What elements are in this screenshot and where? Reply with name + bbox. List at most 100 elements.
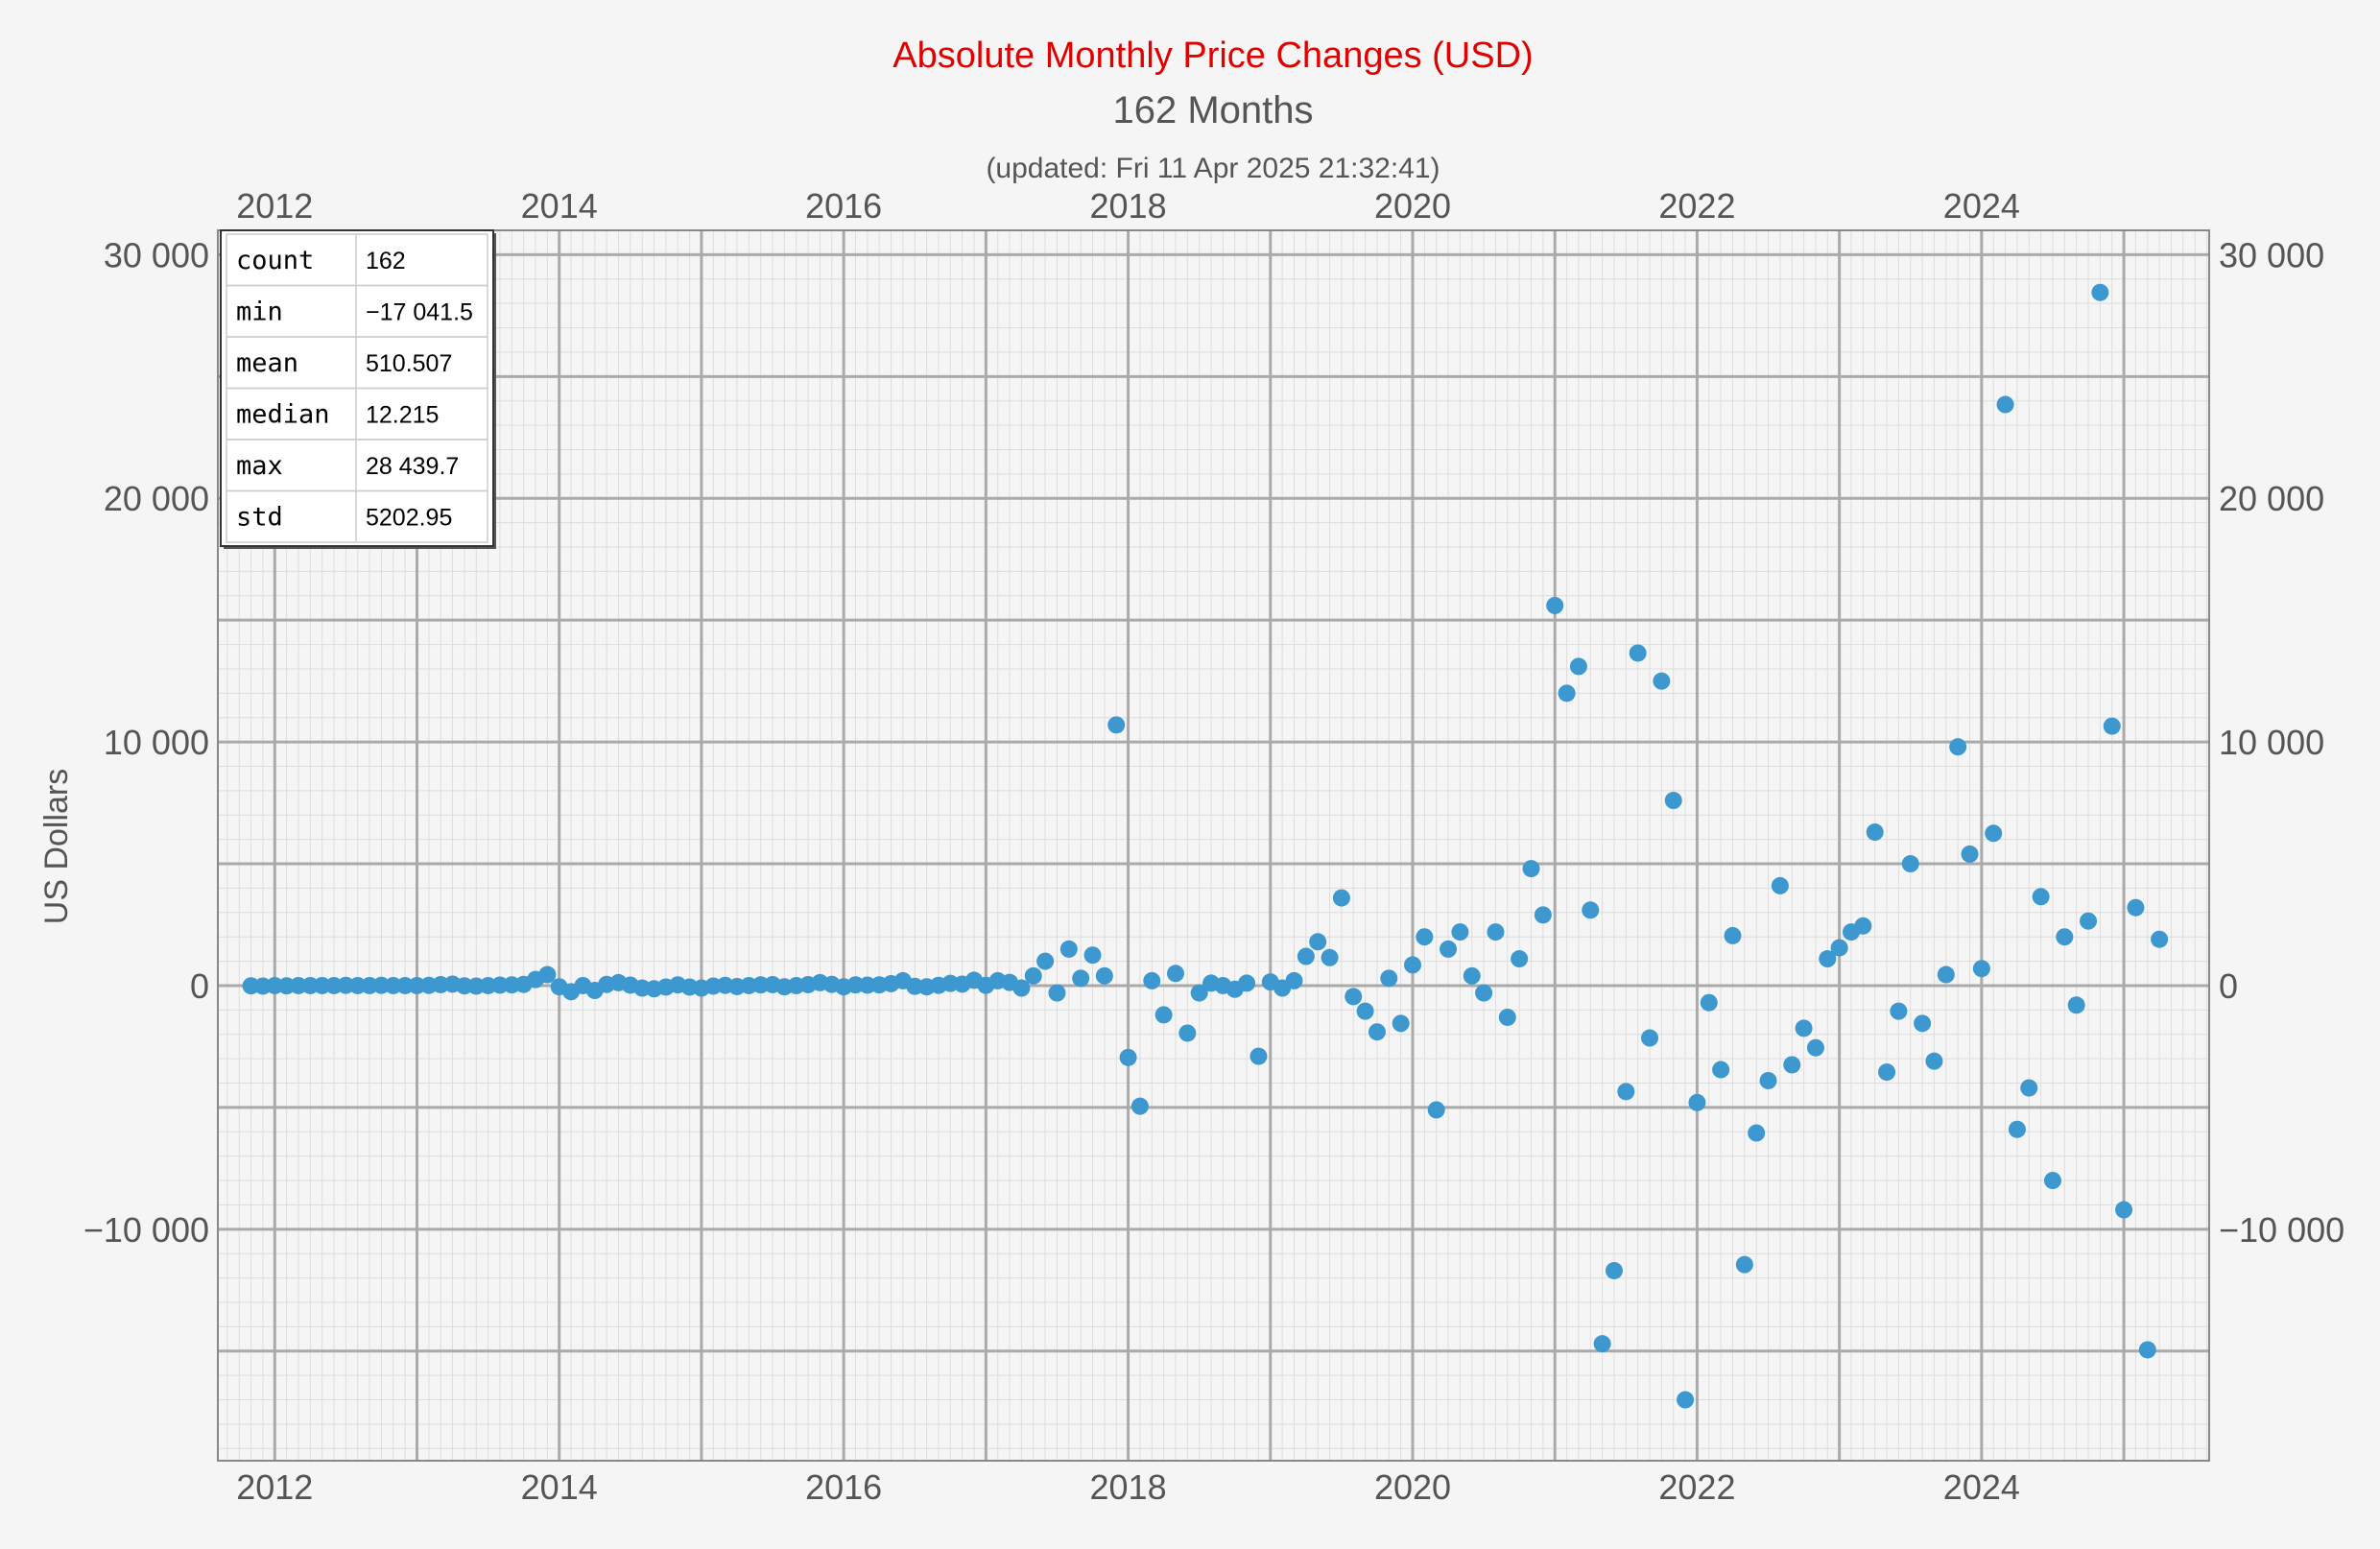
data-point	[2067, 996, 2085, 1014]
data-point	[2103, 717, 2121, 735]
data-point	[1569, 657, 1587, 676]
data-point	[1688, 1093, 1706, 1111]
data-point	[1321, 948, 1339, 966]
data-point	[1072, 969, 1090, 988]
stats-table: count 162 min −17 041.5 mean 510.507 median 12.…	[220, 229, 496, 549]
x-tick-label-bottom: 2016	[805, 1467, 882, 1507]
major-grid	[218, 230, 2209, 1461]
data-point	[1937, 965, 1955, 984]
x-tick-label-top: 2016	[805, 186, 882, 226]
data-point	[1107, 716, 1126, 734]
data-point	[1427, 1101, 1445, 1119]
data-point	[1546, 596, 1564, 614]
x-tick-label-top: 2024	[1943, 186, 2020, 226]
data-point	[1748, 1124, 1766, 1142]
data-point	[1653, 672, 1671, 690]
data-point	[1178, 1024, 1197, 1042]
data-point	[1735, 1255, 1753, 1274]
data-point	[1297, 947, 1315, 965]
data-point	[1345, 988, 1363, 1006]
data-point	[1511, 950, 1529, 968]
x-tick-label-bottom: 2012	[236, 1467, 313, 1507]
data-point	[1830, 939, 1848, 957]
chart-title: Absolute Monthly Price Changes (USD)	[892, 36, 1533, 76]
data-point	[1593, 1335, 1611, 1353]
data-point	[1996, 395, 2014, 414]
stats-value: 510.507	[366, 350, 452, 377]
x-tick-labels-top: 2012 2014 2016 2018 2020 2022 2024	[236, 186, 2020, 226]
stats-row	[226, 489, 488, 543]
data-point	[1130, 1097, 1149, 1115]
x-tick-label-top: 2022	[1658, 186, 1735, 226]
data-point	[1190, 984, 1208, 1002]
data-point	[1914, 1014, 1932, 1033]
data-point	[1154, 1006, 1173, 1024]
data-point	[1083, 946, 1102, 965]
data-point	[1582, 901, 1600, 919]
data-point	[1617, 1083, 1635, 1101]
data-point	[1404, 956, 1421, 974]
y-tick-label-right: −10 000	[2219, 1210, 2344, 1250]
stats-value: 12.215	[366, 402, 439, 429]
data-point	[1925, 1052, 1943, 1070]
data-point	[1700, 993, 1718, 1012]
data-point	[1534, 906, 1552, 924]
data-points	[242, 283, 2169, 1409]
data-point	[1356, 1002, 1374, 1020]
y-tick-labels-right: 30 000 20 000 10 000 0 −10 000	[2219, 235, 2344, 1249]
x-tick-label-top: 2018	[1090, 186, 1167, 226]
data-point	[1380, 969, 1398, 988]
data-point	[2115, 1201, 2133, 1219]
data-point	[1119, 1048, 1137, 1066]
stats-label: median	[236, 400, 330, 430]
y-axis-label: US Dollars	[38, 769, 75, 924]
data-point	[2151, 930, 2169, 948]
data-point	[1771, 876, 1789, 894]
x-tick-label-top: 2012	[236, 186, 313, 226]
data-point	[1890, 1002, 1908, 1020]
data-point	[1759, 1071, 1777, 1089]
y-tick-label-right: 0	[2219, 966, 2238, 1006]
data-point	[2127, 898, 2145, 917]
data-point	[1036, 952, 1055, 970]
data-point	[1143, 971, 1161, 989]
data-point	[313, 976, 331, 994]
data-point	[1095, 966, 1113, 985]
data-point	[1854, 917, 1872, 935]
data-point	[1949, 738, 1967, 756]
data-point	[2056, 928, 2074, 946]
stats-label: mean	[236, 348, 298, 378]
data-point	[1961, 845, 1979, 863]
data-point	[2138, 1341, 2156, 1359]
data-point	[1972, 960, 1990, 978]
y-tick-label-left: 30 000	[104, 235, 209, 274]
chart-subtitle: 162 Months	[1112, 89, 1313, 131]
data-point	[2091, 283, 2109, 301]
stats-value: −17 041.5	[366, 299, 473, 326]
data-point	[2032, 888, 2050, 906]
x-tick-label-bottom: 2020	[1374, 1467, 1451, 1507]
y-tick-label-left: 0	[190, 966, 209, 1006]
data-point	[1332, 889, 1350, 907]
data-point	[1677, 1391, 1695, 1409]
y-tick-label-left: 20 000	[104, 479, 209, 518]
data-point	[1629, 644, 1647, 662]
y-tick-label-right: 10 000	[2219, 723, 2324, 762]
data-point	[348, 976, 367, 994]
y-tick-label-left: −10 000	[83, 1210, 209, 1250]
plot-frame	[217, 229, 2210, 1462]
data-point	[1024, 966, 1042, 985]
stats-label: std	[236, 503, 283, 533]
data-point	[1309, 933, 1327, 951]
stats-value: 162	[366, 248, 406, 274]
data-point	[1048, 984, 1066, 1002]
data-point	[1878, 1063, 1896, 1082]
x-tick-labels-bottom: 2012 2014 2016 2018 2020 2022 2024	[236, 1467, 2020, 1507]
y-tick-label-right: 30 000	[2219, 235, 2324, 274]
data-point	[1866, 823, 1884, 842]
data-point	[1012, 979, 1031, 997]
y-tick-labels-left: 30 000 20 000 10 000 0 −10 000	[83, 235, 209, 1249]
chart-updated: (updated: Fri 11 Apr 2025 21:32:41)	[986, 153, 1440, 184]
data-point	[1806, 1038, 1824, 1057]
